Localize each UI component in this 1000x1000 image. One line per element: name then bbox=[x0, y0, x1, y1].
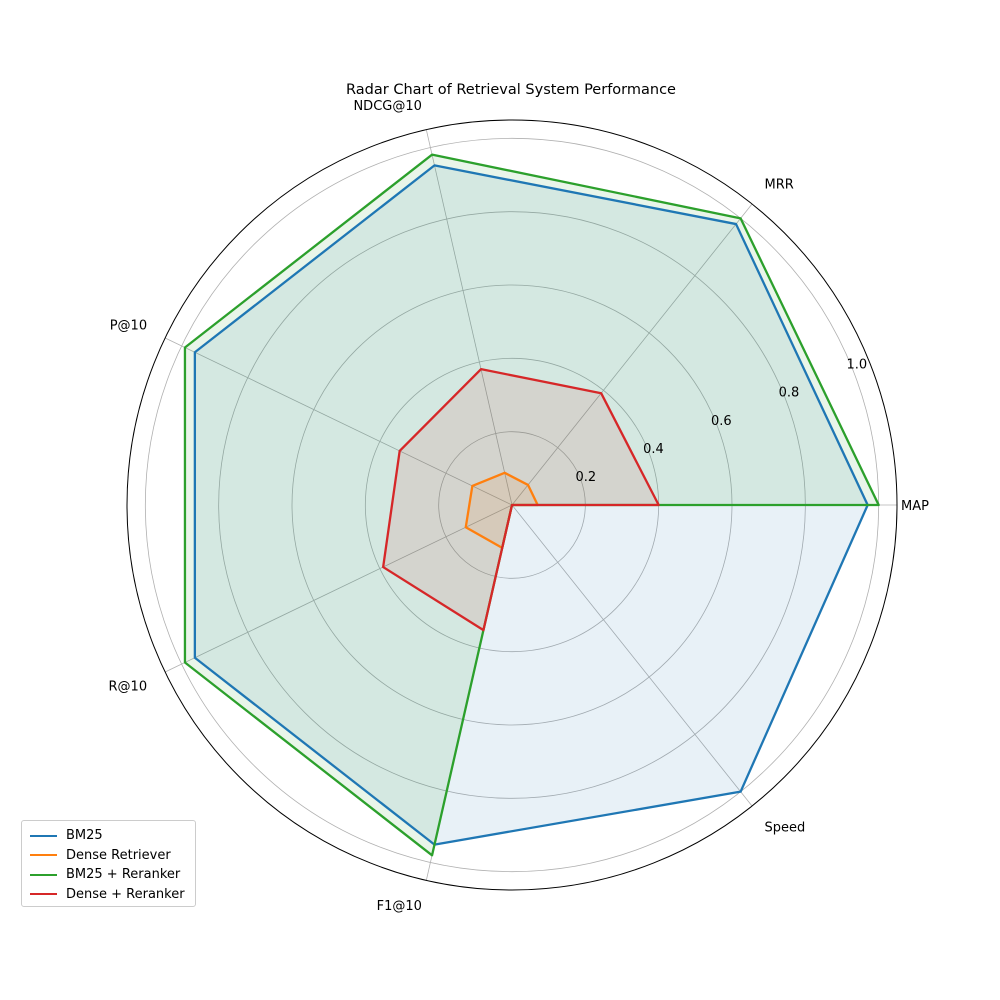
chart-title: Radar Chart of Retrieval System Performa… bbox=[346, 82, 676, 98]
axis-label-4: R@10 bbox=[109, 680, 148, 695]
legend-label: Dense + Reranker bbox=[66, 886, 185, 902]
r-tick-label-2: 0.6 bbox=[711, 414, 732, 429]
legend-item: Dense Retriever bbox=[30, 846, 187, 866]
series-fill-3 bbox=[383, 369, 659, 631]
axis-label-0: MAP bbox=[901, 499, 929, 514]
axis-label-5: F1@10 bbox=[377, 899, 422, 914]
series-lines bbox=[183, 153, 880, 857]
grid-spoke bbox=[164, 504, 513, 673]
axis-label-6: Speed bbox=[765, 821, 806, 836]
r-tick-label-3: 0.8 bbox=[779, 386, 800, 401]
legend: BM25 Dense Retriever BM25 + Reranker Dense … bbox=[21, 820, 196, 907]
r-tick-label-0: 0.2 bbox=[575, 470, 596, 485]
legend-label: BM25 bbox=[66, 828, 103, 844]
radial-tick-labels: 0.2 0.4 0.6 0.8 1.0 bbox=[575, 358, 867, 485]
axis-label-2: NDCG@10 bbox=[353, 99, 421, 114]
series-line-3 bbox=[382, 368, 660, 632]
series-line-0 bbox=[193, 164, 869, 846]
axis-label-1: MRR bbox=[765, 177, 794, 192]
legend-swatch bbox=[30, 893, 57, 896]
grid-spoke bbox=[511, 203, 753, 506]
axis-label-3: P@10 bbox=[110, 318, 147, 333]
legend-item: Dense + Reranker bbox=[30, 885, 187, 905]
legend-item: BM25 + Reranker bbox=[30, 865, 187, 885]
legend-swatch bbox=[30, 873, 57, 876]
legend-swatch bbox=[30, 834, 57, 837]
polar-frame bbox=[126, 119, 898, 891]
legend-swatch bbox=[30, 854, 57, 857]
legend-item: BM25 bbox=[30, 826, 187, 846]
axis-labels: MAP MRR NDCG@10 P@10 R@10 F1@10 Speed bbox=[109, 99, 930, 914]
grid-spoke bbox=[164, 337, 513, 506]
grid-spoke bbox=[511, 504, 753, 807]
series-fill-1 bbox=[465, 472, 538, 548]
r-tick-label-4: 1.0 bbox=[846, 358, 867, 373]
grid-spoke bbox=[425, 129, 513, 506]
legend-label: Dense Retriever bbox=[66, 847, 171, 863]
r-tick-label-1: 0.4 bbox=[643, 442, 664, 457]
legend-label: BM25 + Reranker bbox=[66, 867, 181, 883]
